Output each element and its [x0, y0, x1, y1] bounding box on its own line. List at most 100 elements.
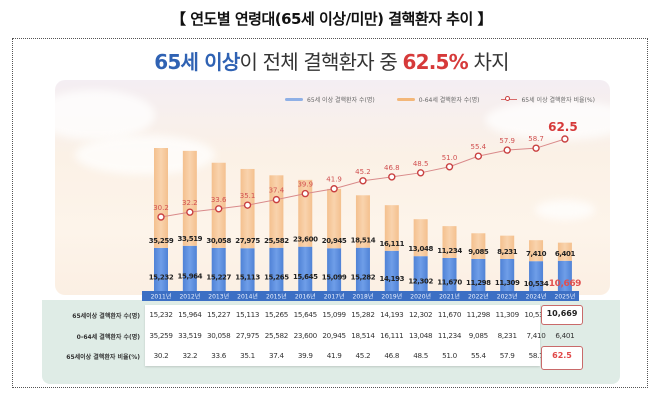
table-cell: 8,231 [497, 331, 517, 340]
x-tick-label: 2012년 [179, 293, 200, 301]
ratio-label: 57.9 [499, 137, 515, 145]
ratio-point [416, 169, 425, 177]
highlight-box-2025-ratio [541, 346, 583, 370]
bar-label-senior: 15,227 [206, 273, 231, 281]
x-tick-label: 2025년 [555, 293, 576, 301]
table-cell: 33.6 [211, 351, 227, 360]
bar-label-senior: 14,193 [379, 275, 404, 283]
bar-label-senior: 11,298 [466, 279, 491, 287]
bar-label-under65: 25,582 [264, 237, 289, 245]
bar-under65 [442, 226, 457, 258]
table-row-label: 0-64세 결핵환자 수(명) [76, 334, 140, 341]
bar-senior [442, 257, 457, 291]
legend-label: 65세 이상 결핵환자 수(명) [307, 97, 375, 104]
cloud-decoration [55, 90, 155, 140]
table-cell: 15,282 [351, 310, 375, 319]
cloud-decoration [535, 200, 595, 220]
table-cell: 57.9 [499, 351, 515, 360]
ratio-label: 55.4 [471, 143, 487, 151]
table-cell: 48.5 [413, 351, 429, 360]
x-tick-label: 2023년 [497, 293, 518, 301]
bar-under65 [154, 148, 168, 248]
ratio-point [359, 177, 367, 185]
ratio-point [532, 144, 540, 152]
table-cell: 37.4 [268, 351, 284, 360]
bar-label-senior: 12,302 [408, 278, 433, 286]
bar-label-senior: 15,645 [293, 273, 318, 281]
bar-under65 [355, 195, 370, 248]
ratio-label: 48.5 [413, 160, 429, 168]
bar-senior [384, 250, 399, 291]
chart-legend: 65세 이상 결핵환자 수(명) 0-64세 결핵환자 수(명) 65세 이상 … [285, 95, 595, 104]
ratio-point [330, 185, 338, 193]
bar-label-under65: 35,259 [149, 237, 174, 245]
ratio-point [388, 173, 396, 181]
table-cell: 10,534 [524, 310, 548, 319]
bar-under65 [529, 240, 544, 262]
x-tick-label: 2013년 [208, 293, 229, 301]
table-cell: 11,298 [466, 310, 491, 319]
subtitle-highlight-age: 65세 이상 [154, 50, 240, 74]
bar-label-senior: 15,113 [235, 274, 260, 282]
table-cell: 11,670 [437, 310, 462, 319]
ratio-label: 33.6 [211, 196, 227, 204]
ratio-label: 37.4 [269, 187, 285, 195]
table-cell: 15,227 [207, 310, 231, 319]
ratio-label: 46.8 [384, 164, 400, 172]
bar-under65 [327, 188, 342, 249]
table-row-label: 65세이상 결핵환자 비율(%) [66, 354, 140, 361]
bar-label-under65: 7,410 [526, 250, 547, 258]
bar-senior [471, 259, 486, 291]
ratio-label: 58.7 [528, 135, 544, 143]
bar-label-under65: 9,085 [468, 248, 489, 256]
ratio-point [214, 205, 223, 213]
table-cell: 12,302 [408, 310, 433, 319]
ratio-label: 30.2 [153, 204, 169, 212]
chart-subtitle: 65세 이상이 전체 결핵환자 중 62.5% 차지 [0, 46, 663, 75]
ratio-label: 39.9 [297, 181, 313, 189]
table-cell: 18,514 [351, 331, 375, 340]
table-cell: 15,232 [149, 310, 173, 319]
table-cell: 15,113 [235, 310, 260, 319]
ratio-point [561, 135, 569, 143]
legend-item-ratio: 65세 이상 결핵환자 비율(%) [501, 95, 595, 104]
bar-label-under65: 23,600 [293, 236, 318, 244]
x-tick-label: 2015년 [266, 293, 287, 301]
table-cell: 58.7 [528, 351, 544, 360]
ratio-label: 62.5 [548, 120, 578, 134]
bar-label-senior: 10,669 [549, 279, 581, 289]
ratio-label: 51.0 [442, 154, 458, 162]
legend-label: 65세 이상 결핵환자 비율(%) [521, 97, 595, 104]
bar-label-senior: 15,964 [178, 272, 203, 280]
table-cell: 41.9 [326, 351, 342, 360]
bar-label-under65: 30,058 [206, 237, 231, 245]
page-title: 【 연도별 연령대(65세 이상/미만) 결핵환자 추이 】 [171, 10, 493, 28]
ratio-label: 35.1 [240, 192, 256, 200]
bar-label-under65: 27,975 [235, 237, 260, 245]
x-tick-label: 2018년 [353, 293, 374, 301]
table-cell: 30,058 [207, 331, 231, 340]
table-cell: 15,645 [293, 310, 318, 319]
table-cell: 15,964 [178, 310, 202, 319]
cloud-decoration [485, 100, 610, 140]
table-cell: 46.8 [384, 351, 400, 360]
x-tick-label: 2021년 [439, 293, 460, 301]
bar-under65 [471, 233, 486, 260]
bar-label-senior: 11,309 [495, 279, 520, 287]
table-cell: 11,309 [495, 310, 520, 319]
table-cell: 55.4 [470, 351, 486, 360]
legend-swatch-orange [396, 98, 415, 101]
bar-senior [500, 258, 515, 291]
ratio-point [157, 213, 165, 221]
table-cell: 33,519 [178, 331, 202, 340]
table-cell: 27,975 [235, 331, 260, 340]
table-cell-2025-ratio: 62.5 [552, 351, 572, 360]
table-cell: 35,259 [149, 331, 173, 340]
bar-under65 [182, 150, 197, 246]
bar-senior [355, 247, 370, 291]
bar-label-senior: 15,232 [149, 273, 174, 281]
table-cell: 23,600 [293, 331, 318, 340]
table-cell: 30.2 [153, 351, 169, 360]
bar-label-under65: 33,519 [178, 235, 203, 243]
